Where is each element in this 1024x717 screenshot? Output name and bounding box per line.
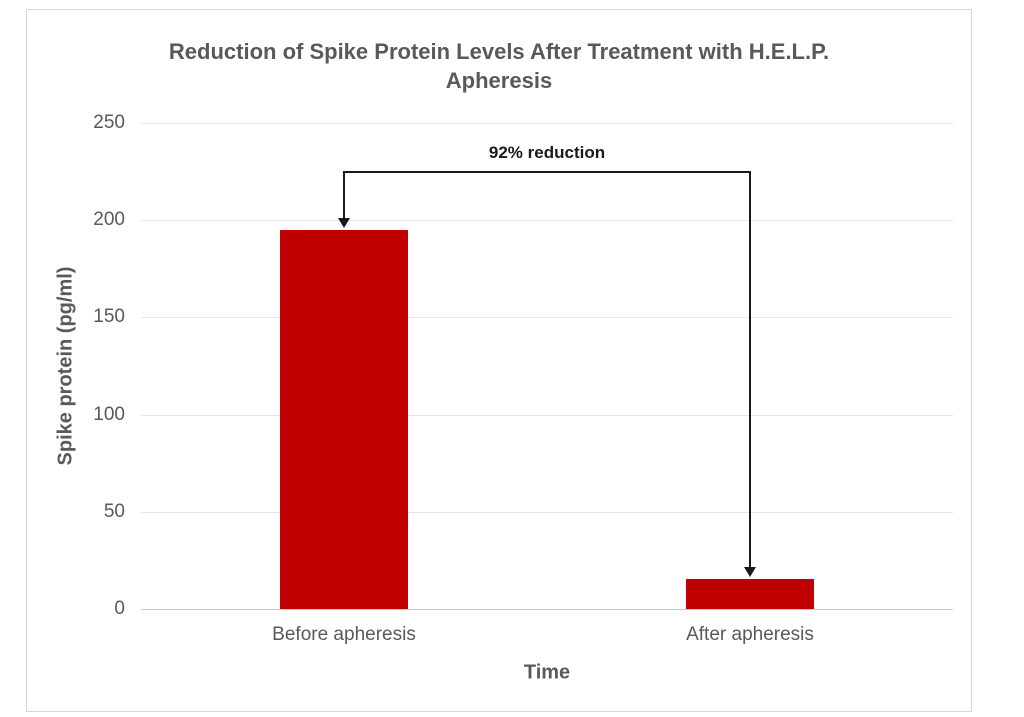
bar-after-apheresis <box>686 578 814 609</box>
annotation-bracket-top <box>343 171 751 173</box>
y-tick-label: 50 <box>103 500 125 522</box>
chart-title: Reduction of Spike Protein Levels After … <box>168 39 830 93</box>
annotation-arrowhead-down <box>338 217 350 228</box>
y-tick-label: 250 <box>93 112 125 133</box>
y-tick-label: 200 <box>93 209 125 231</box>
annotation-arrow-shaft <box>749 171 751 567</box>
y-axis-title: Spike protein (pg/ml) <box>54 266 77 466</box>
x-tick-label: Before apheresis <box>272 624 416 645</box>
gridline <box>141 414 953 416</box>
x-tick-label: After apheresis <box>686 624 814 645</box>
x-axis-line <box>141 609 953 610</box>
gridline <box>141 220 953 222</box>
y-tick-label: 100 <box>93 403 125 425</box>
annotation-label: 92% reduction <box>488 143 606 162</box>
gridline <box>141 317 953 319</box>
bar-before-apheresis <box>280 229 408 609</box>
y-tick-label: 0 <box>114 598 125 619</box>
annotation-arrow-shaft <box>343 171 345 218</box>
annotation-arrowhead-down <box>744 566 756 577</box>
x-axis-title: Time <box>523 661 571 684</box>
plot-area: 0 50 100 150 200 250 Before apheresis After aph… <box>93 112 953 645</box>
gridline <box>141 123 953 124</box>
chart-frame: Reduction of Spike Protein Levels After … <box>26 9 972 712</box>
y-tick-label: 150 <box>93 306 125 328</box>
gridline <box>141 511 953 513</box>
